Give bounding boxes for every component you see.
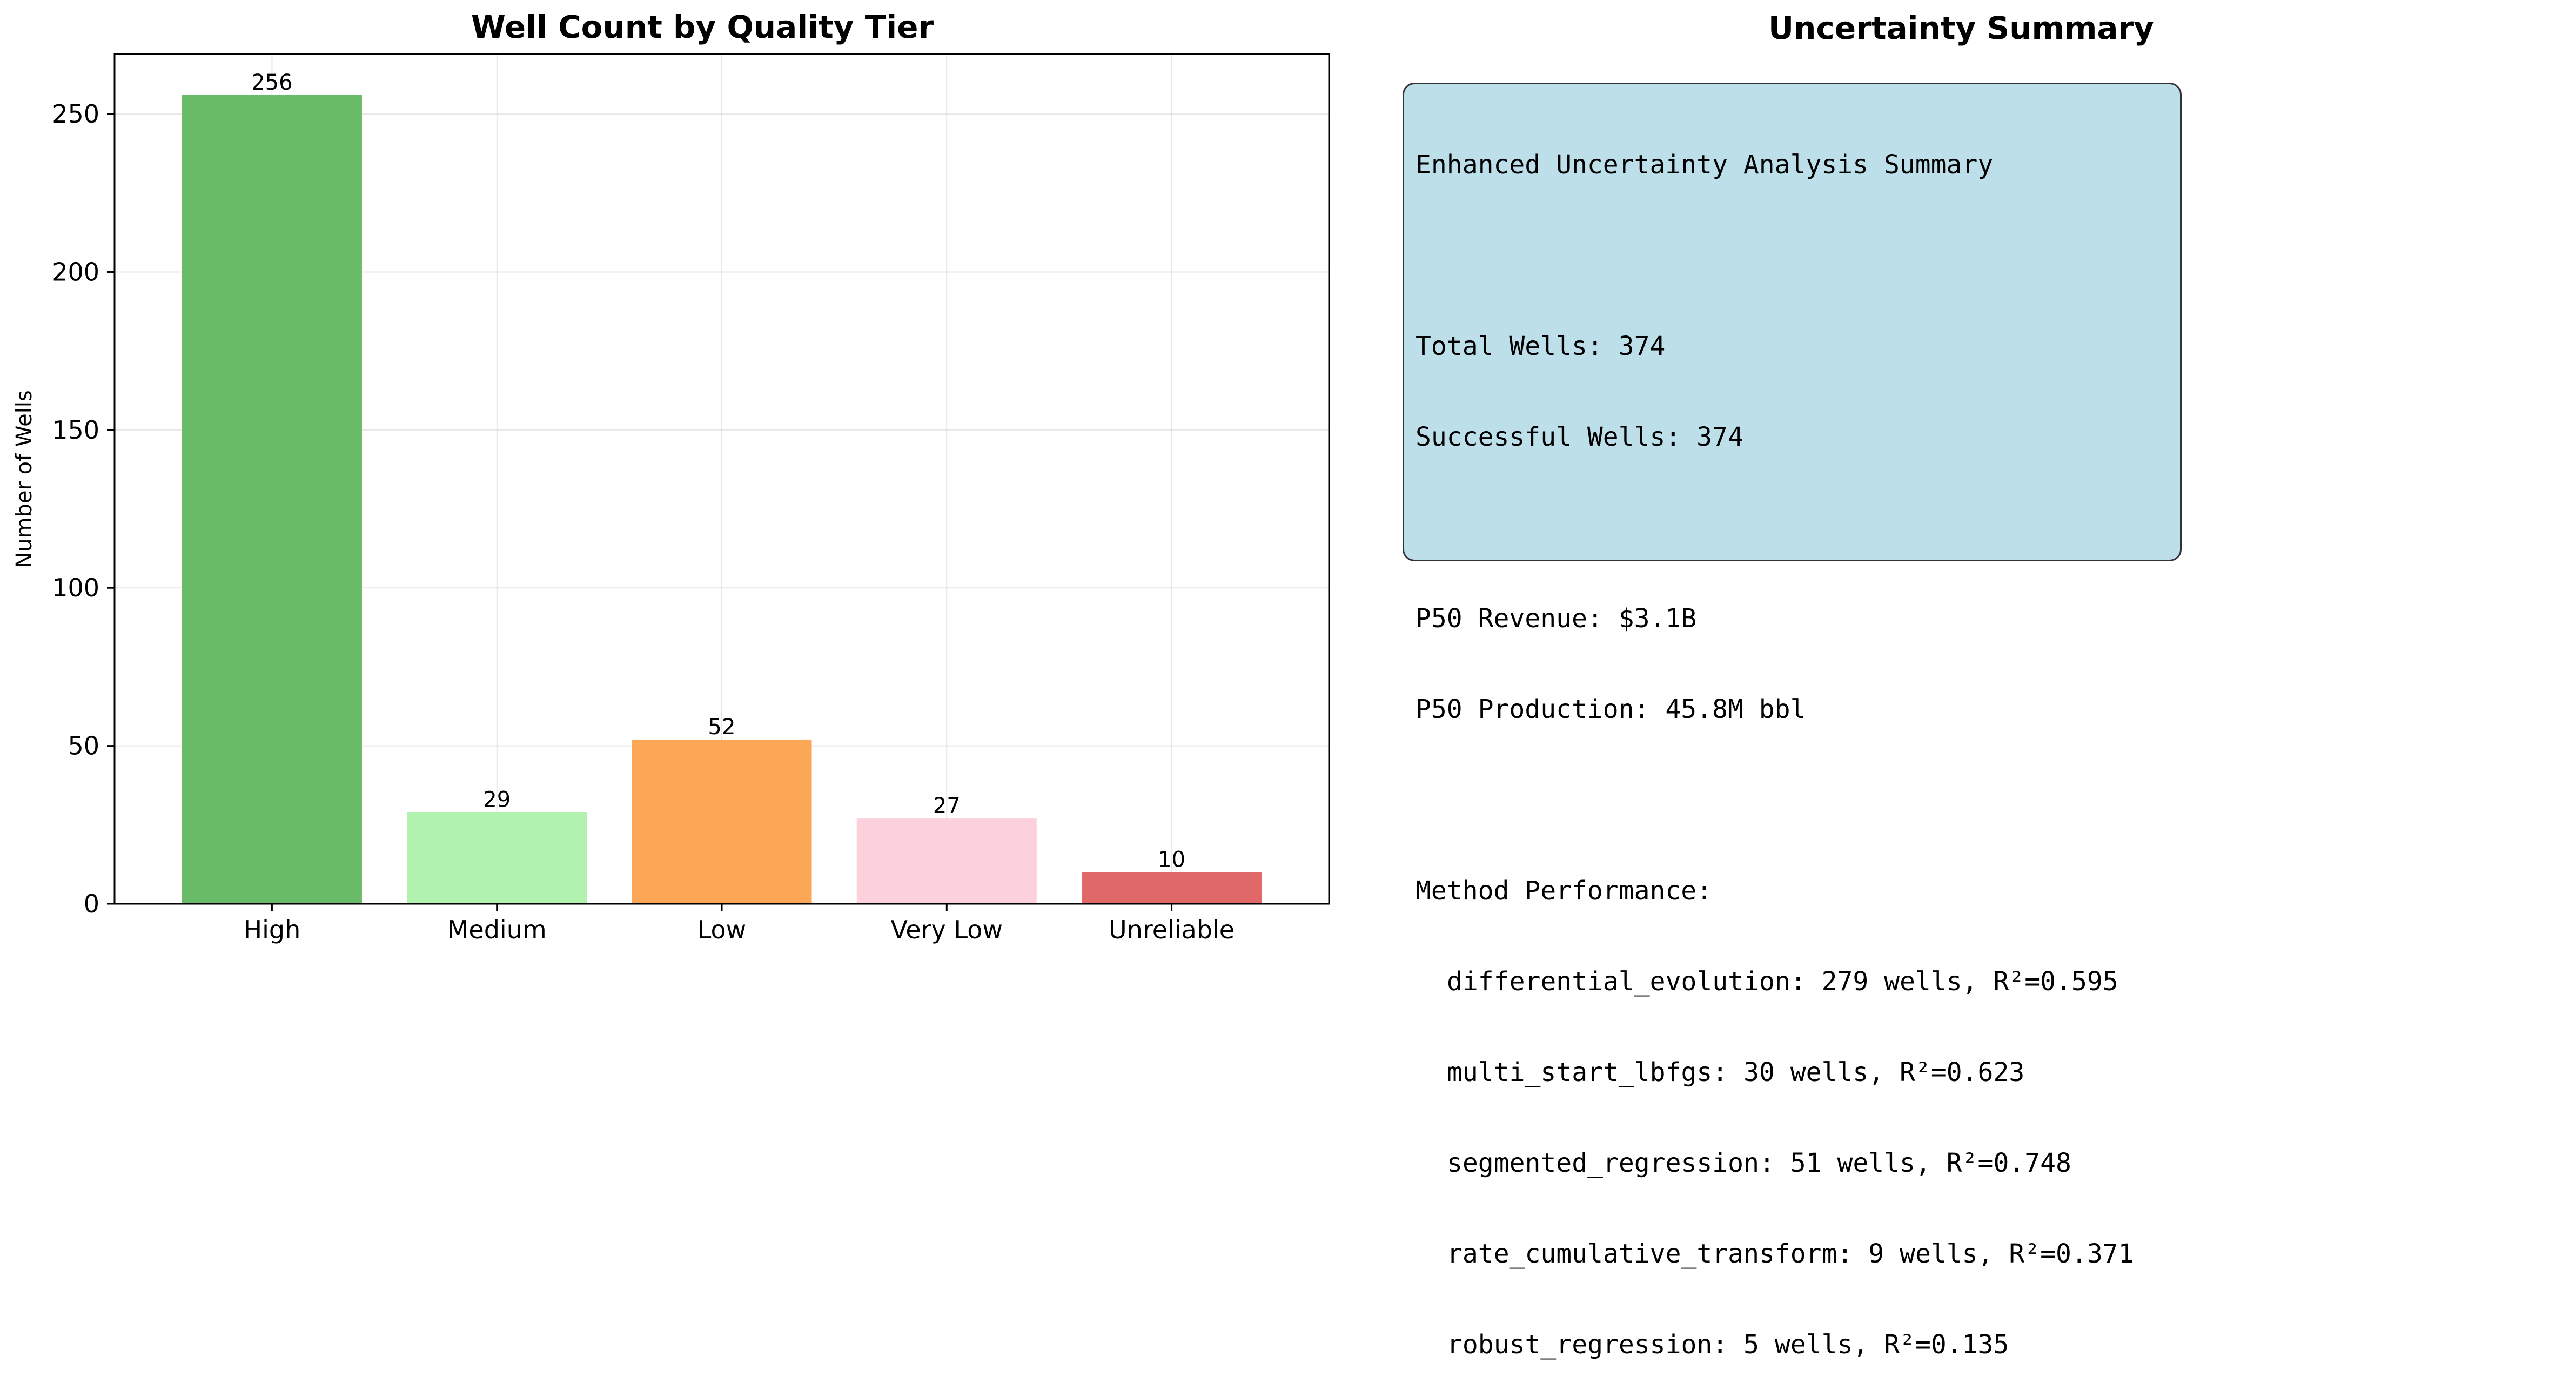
y-tick-label: 50 [68, 731, 99, 761]
method-line: robust_regression: 5 wells, R²=0.135 [1447, 1329, 2009, 1360]
bar-value-label: 29 [483, 787, 511, 812]
bars [182, 95, 1262, 904]
y-tick-label: 100 [52, 573, 99, 602]
successful-wells: Successful Wells: 374 [1416, 422, 1743, 452]
summary-box [1403, 83, 2182, 561]
method-line: rate_cumulative_transform: 9 wells, R²=0… [1447, 1239, 2134, 1269]
p50-revenue: P50 Revenue: $3.1B [1416, 603, 1697, 634]
x-tick-label: Very Low [891, 915, 1003, 944]
summary-title: Uncertainty Summary [1768, 10, 2154, 46]
bar-value-label: 52 [708, 715, 736, 740]
p50-production: P50 Production: 45.8M bbl [1416, 694, 1806, 724]
summary-heading: Enhanced Uncertainty Analysis Summary [1416, 150, 1994, 180]
summary-spacer [1416, 513, 2134, 543]
y-tick-label: 250 [52, 99, 99, 129]
y-tick-label: 0 [84, 889, 99, 918]
x-tick-label: High [244, 915, 301, 944]
method-line: differential_evolution: 279 wells, R²=0.… [1447, 966, 2118, 997]
chart-title: Well Count by Quality Tier [471, 9, 934, 45]
method-line: segmented_regression: 51 wells, R²=0.748 [1447, 1148, 2071, 1178]
data-labels: 256 29 52 27 10 [251, 70, 1185, 872]
bar [632, 739, 812, 904]
bar-value-label: 10 [1158, 848, 1185, 872]
summary-text: Enhanced Uncertainty Analysis Summary To… [1416, 89, 2134, 1390]
axes: 0 50 100 150 200 250 High Medium Low Very Low Unre… [52, 53, 1330, 944]
bar [856, 818, 1037, 904]
y-axis-label: Number of Wells [12, 390, 37, 568]
bar [407, 812, 587, 904]
plot-frame [113, 53, 1330, 905]
bar [182, 95, 362, 904]
x-tick-label: Low [697, 915, 747, 944]
y-tick-label: 150 [52, 415, 99, 445]
bar-value-label: 256 [251, 70, 292, 95]
summary-spacer [1416, 785, 2134, 815]
x-tick-label: Medium [447, 915, 547, 944]
total-wells: Total Wells: 374 [1416, 331, 1666, 361]
summary-spacer [1416, 240, 2134, 271]
y-tick-label: 200 [52, 257, 99, 286]
method-heading: Method Performance: [1416, 876, 1713, 906]
bar [1082, 872, 1262, 904]
bar-value-label: 27 [933, 794, 961, 818]
bar-chart: 256 29 52 27 10 0 50 100 150 200 250 High Medium Low… [12, 9, 1330, 944]
x-tick-label: Unreliable [1109, 915, 1235, 944]
method-line: multi_start_lbfgs: 30 wells, R²=0.623 [1447, 1057, 2025, 1087]
